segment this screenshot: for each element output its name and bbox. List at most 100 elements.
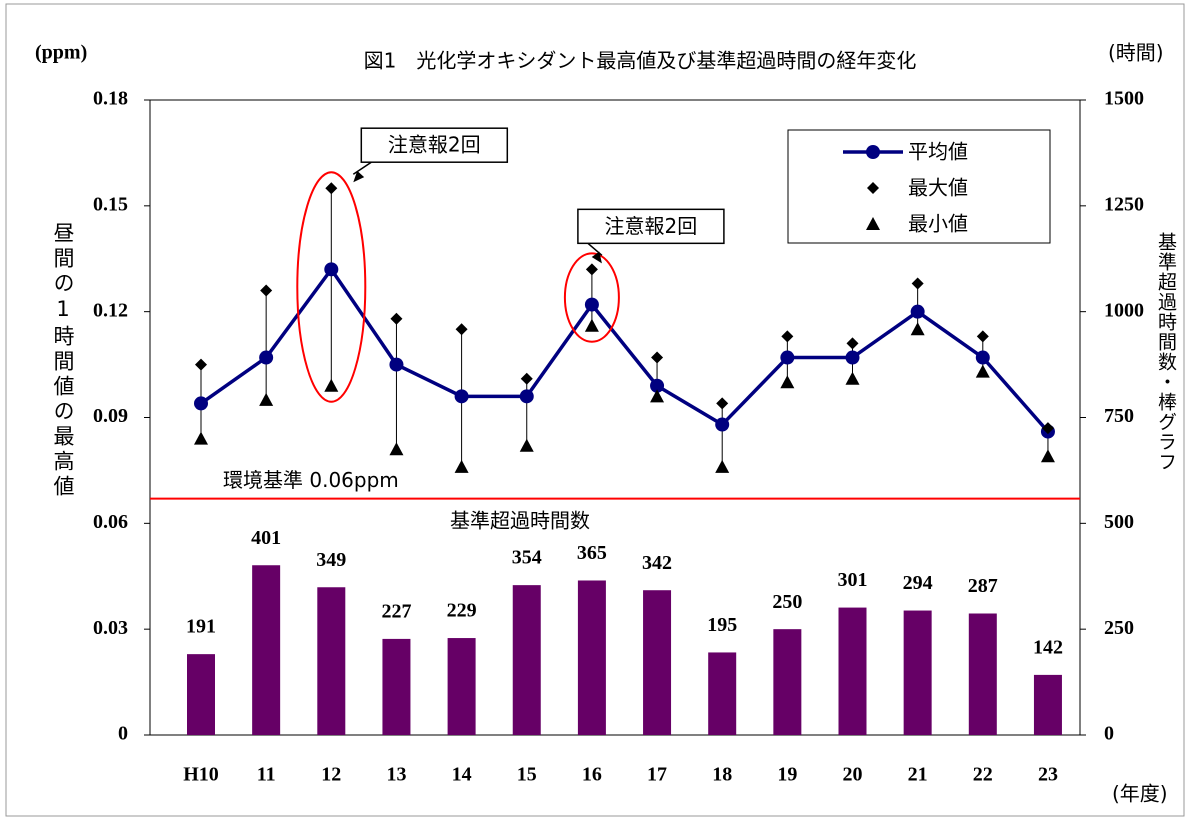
marker <box>325 182 338 195</box>
marker <box>910 322 925 336</box>
x-tick-label: 11 <box>257 764 276 786</box>
line <box>199 266 1050 433</box>
marker <box>650 378 665 393</box>
y-axis-label: 昼間の1時間値の最高値 <box>51 222 75 500</box>
bar <box>1033 674 1062 735</box>
bar-value-label: 195 <box>707 614 737 636</box>
highlight-ellipse <box>563 252 620 343</box>
x-tick-label: 19 <box>777 764 797 786</box>
marker <box>260 284 273 297</box>
y2-tick-label: 250 <box>1104 617 1134 639</box>
y-tick-label: 0.09 <box>93 405 128 427</box>
bar-value-label: 250 <box>772 591 802 613</box>
bar-value-label: 365 <box>577 542 607 564</box>
y2-tick-label: 0 <box>1104 723 1114 745</box>
bar-series-label: 基準超過時間数 <box>450 509 590 533</box>
bar-value-label: 354 <box>512 547 542 569</box>
bar-value-label: 287 <box>968 575 998 597</box>
marker <box>195 358 207 371</box>
marker <box>715 417 730 432</box>
marker <box>845 371 860 385</box>
highlight-ellipse <box>296 171 367 403</box>
marker <box>259 392 274 406</box>
y2-tick-label: 1500 <box>1104 88 1144 110</box>
bar <box>708 652 737 735</box>
y-tick-label: 0 <box>118 723 128 745</box>
marker <box>1041 422 1054 435</box>
bar-value-label: 301 <box>838 569 868 591</box>
y2-tick-label: 1250 <box>1104 193 1144 215</box>
marker <box>584 297 599 312</box>
bar <box>903 610 932 735</box>
marker <box>455 323 468 336</box>
bar-value-label: 294 <box>903 572 933 594</box>
marker <box>781 330 794 343</box>
marker <box>650 389 665 403</box>
bar-value-label: 142 <box>1033 636 1063 658</box>
bar-value-label: 227 <box>381 600 411 622</box>
bar <box>643 590 672 735</box>
y2-unit: (時間) <box>1108 41 1164 65</box>
marker <box>780 375 795 389</box>
marker <box>975 364 990 378</box>
bar-value-label: 229 <box>447 600 477 622</box>
marker <box>975 350 990 365</box>
marker <box>910 304 925 319</box>
marker <box>389 442 404 456</box>
marker <box>651 351 664 364</box>
x-tick-label: 15 <box>517 764 537 786</box>
x-tick-label: 12 <box>321 764 341 786</box>
marker <box>1040 449 1055 463</box>
marker <box>194 396 208 411</box>
x-tick-label: 22 <box>973 764 993 786</box>
bar <box>187 654 215 735</box>
marker <box>389 357 404 372</box>
marker <box>845 350 860 365</box>
marker <box>584 318 599 332</box>
y2-tick-label: 750 <box>1104 405 1134 427</box>
y-tick-label: 0.06 <box>93 511 128 533</box>
y-tick-label: 0.12 <box>93 299 128 321</box>
marker <box>194 431 208 445</box>
marker <box>911 277 924 290</box>
y-tick-label: 0.18 <box>93 88 128 110</box>
x-unit: (年度) <box>1112 782 1168 806</box>
marker <box>519 389 534 404</box>
marker <box>390 312 403 325</box>
marker <box>846 337 859 350</box>
legend-marker <box>866 145 880 159</box>
annotation-arrowhead <box>591 251 602 264</box>
y-tick-label: 0.03 <box>93 617 128 639</box>
bar-value-label: 191 <box>186 616 216 638</box>
bar <box>382 638 411 735</box>
y2-tick-label: 1000 <box>1104 299 1144 321</box>
bar <box>317 587 346 735</box>
x-tick-label: 21 <box>908 764 928 786</box>
marker <box>259 350 274 365</box>
bar <box>252 565 281 735</box>
legend-label: 最小値 <box>908 212 968 236</box>
standard-line-label: 環境基準 0.06ppm <box>223 468 399 492</box>
annotation-box <box>577 208 725 245</box>
annotation-arrowhead <box>353 170 365 183</box>
annotation-text: 注意報2回 <box>605 214 698 238</box>
marker <box>519 438 534 452</box>
bar <box>968 613 997 735</box>
bar <box>512 585 541 735</box>
y-unit: (ppm) <box>35 42 87 64</box>
x-tick-label: 23 <box>1038 764 1058 786</box>
marker <box>716 397 729 410</box>
marker <box>454 389 469 404</box>
x-tick-label: 17 <box>647 764 667 786</box>
marker <box>715 459 730 473</box>
bar-value-label: 342 <box>642 552 672 574</box>
bar <box>447 638 476 735</box>
x-tick-label: H10 <box>183 764 219 786</box>
x-tick-label: 14 <box>452 764 472 786</box>
legend-box <box>787 129 1051 244</box>
bar-value-label: 401 <box>251 527 281 549</box>
bar <box>577 580 606 735</box>
